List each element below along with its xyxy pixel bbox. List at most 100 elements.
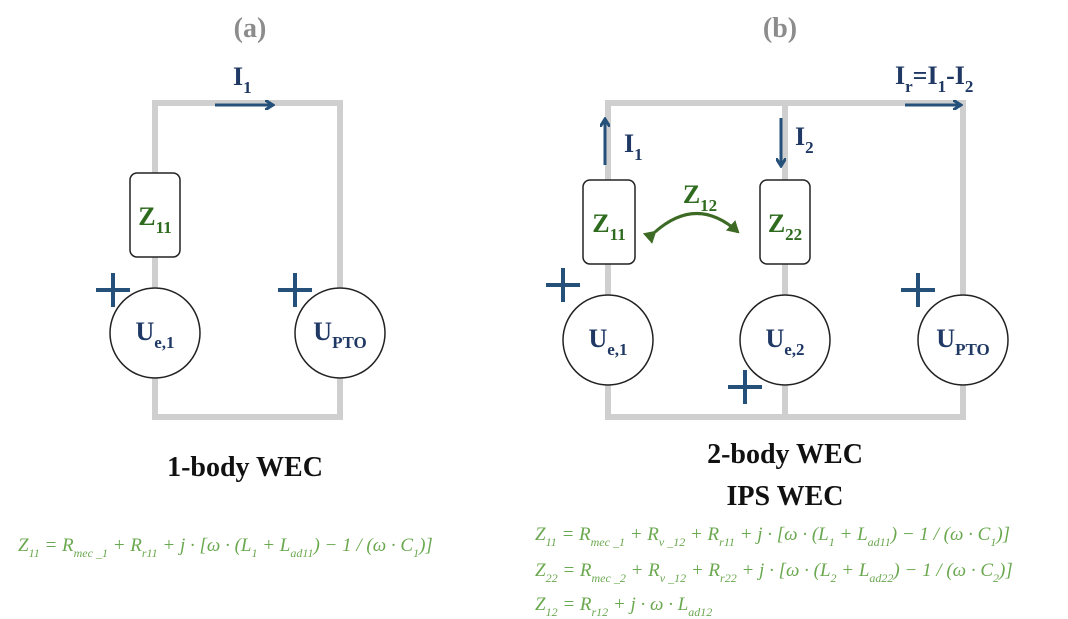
text-part: =I <box>913 61 938 90</box>
subscript: PTO <box>955 340 990 359</box>
plus <box>546 268 580 302</box>
subscript: 1 <box>413 546 419 560</box>
subscript: PTO <box>332 333 367 352</box>
equation: Z11 = Rmec _1 + Rr11 + j · [ω · (L1 + La… <box>18 535 433 560</box>
source-label: Ue,1 <box>135 317 174 352</box>
text-part: -I <box>946 61 965 90</box>
subscript: 22 <box>546 571 558 585</box>
impedance-label: Z11 <box>592 209 625 244</box>
subscript: r22 <box>720 571 737 585</box>
impedance-label: Z22 <box>768 209 802 244</box>
subscript: 2 <box>965 77 974 96</box>
caption: IPS WEC <box>727 481 844 512</box>
panel-label: (b) <box>763 13 797 44</box>
subscript: 11 <box>610 225 626 244</box>
text-part: U <box>936 324 955 353</box>
current-label: Ir=I1-I2 <box>895 61 973 96</box>
text-part: U <box>588 324 607 353</box>
text-part: ) − 1 / (ω · C <box>890 524 991 545</box>
text-part: + R <box>686 560 720 581</box>
subscript: 1 <box>990 535 996 549</box>
source <box>739 294 831 386</box>
text-part: I <box>624 129 634 158</box>
text-part: U <box>135 317 154 346</box>
subscript: r12 <box>592 605 609 619</box>
impedance-label: Z11 <box>138 202 171 237</box>
plus <box>96 273 130 307</box>
subscript: ad22 <box>869 571 893 585</box>
plus <box>901 273 935 307</box>
text-part: ) − 1 / (ω · C <box>312 535 413 556</box>
subscript: 11 <box>546 535 557 549</box>
subscript: ad12 <box>688 605 712 619</box>
pto <box>917 294 1009 386</box>
subscript: r11 <box>142 546 158 560</box>
subscript: v _12 <box>660 571 686 585</box>
text-part: + j · [ω · (L <box>737 560 831 581</box>
subscript: e,1 <box>607 340 627 359</box>
current-label: I1 <box>624 129 643 164</box>
text-part: )] <box>998 560 1013 581</box>
text-part: ) − 1 / (ω · C <box>892 560 993 581</box>
text-part: I <box>795 122 805 151</box>
subscript: 11 <box>156 218 172 237</box>
current-label: I2 <box>795 122 814 157</box>
pto <box>294 287 386 379</box>
subscript: 1 <box>634 145 643 164</box>
subscript: 1 <box>251 546 257 560</box>
impedance-box <box>759 179 811 265</box>
text-part: + R <box>685 524 719 545</box>
text-part: Z <box>18 535 29 556</box>
text-part: )] <box>995 524 1010 545</box>
panel-label: (a) <box>234 13 267 44</box>
coupling-label: Z12 <box>683 180 717 215</box>
pto-label: UPTO <box>936 324 989 359</box>
subscript: e,1 <box>154 333 174 352</box>
text-part: Z <box>683 180 700 209</box>
source <box>562 294 654 386</box>
text-part: Z <box>535 594 546 615</box>
text-part: + j · ω · L <box>608 594 688 615</box>
caption: 2-body WEC <box>707 439 863 470</box>
text-part: = R <box>557 524 591 545</box>
plus <box>728 370 762 404</box>
subscript: r <box>905 77 913 96</box>
text-part: Z <box>592 209 609 238</box>
subscript: 2 <box>805 138 814 157</box>
subscript: 1 <box>829 535 835 549</box>
text-part: + L <box>257 535 290 556</box>
subscript: 12 <box>546 605 558 619</box>
equation: Z22 = Rmec _2 + Rv _12 + Rr22 + j · [ω ·… <box>535 560 1013 585</box>
subscript: 2 <box>831 571 837 585</box>
text-part: Z <box>535 524 546 545</box>
text-part: Z <box>768 209 785 238</box>
subscript: r11 <box>719 535 735 549</box>
wire <box>152 100 343 420</box>
subscript: 2 <box>993 571 999 585</box>
impedance-box <box>129 172 181 258</box>
text-part: = R <box>558 560 592 581</box>
current-label: I1 <box>233 62 252 97</box>
pto-label: UPTO <box>313 317 366 352</box>
equation: Z11 = Rmec _1 + Rv _12 + Rr11 + j · [ω ·… <box>535 524 1010 549</box>
coupling-arrow <box>642 212 740 244</box>
source-label: Ue,2 <box>765 324 804 359</box>
subscript: 11 <box>29 546 40 560</box>
subscript: 1 <box>938 77 947 96</box>
subscript: v _12 <box>659 535 685 549</box>
text-part: U <box>313 317 332 346</box>
text-part: + L <box>835 524 868 545</box>
subscript: 1 <box>243 78 252 97</box>
plus <box>278 273 312 307</box>
text-part: = R <box>40 535 74 556</box>
text-part: + R <box>625 524 659 545</box>
text-part: )] <box>418 535 433 556</box>
subscript: mec _1 <box>591 535 625 549</box>
source-label: Ue,1 <box>588 324 627 359</box>
subscript: e,2 <box>784 340 804 359</box>
impedance-box <box>582 179 636 265</box>
text-part: U <box>765 324 784 353</box>
subscript: ad11 <box>290 546 313 560</box>
text-part: + L <box>837 560 870 581</box>
